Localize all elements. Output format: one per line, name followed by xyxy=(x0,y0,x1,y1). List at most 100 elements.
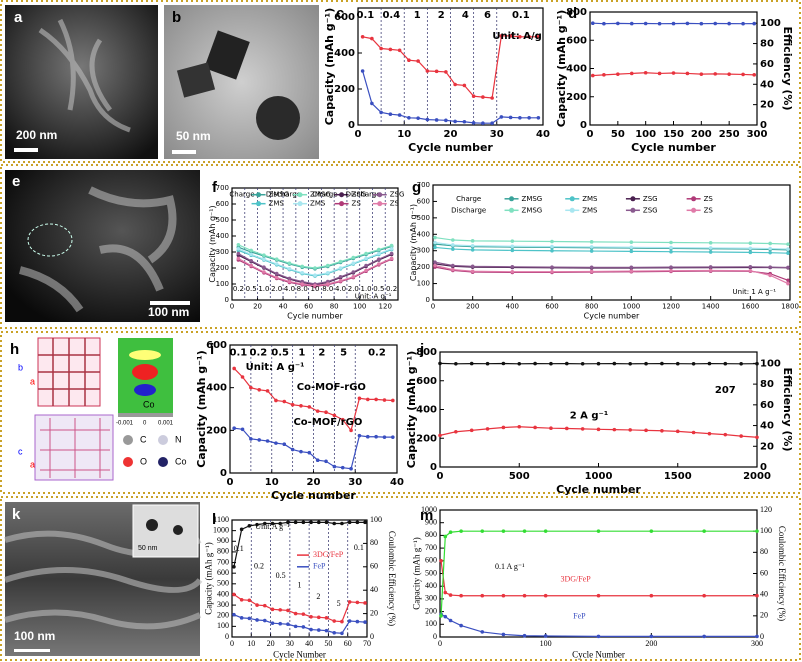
data-point xyxy=(451,263,455,268)
data-point xyxy=(713,21,718,26)
legend-label: ZMSG xyxy=(522,206,543,214)
data-point xyxy=(480,529,485,533)
data-point xyxy=(332,619,337,623)
data-point xyxy=(596,427,601,432)
data-point xyxy=(589,265,594,270)
data-point xyxy=(451,238,455,242)
x-axis-label: Cycle number xyxy=(631,141,716,154)
y-tick-label: 200 xyxy=(206,425,227,436)
annotation: 2.0 xyxy=(348,285,359,293)
legend-group: Charge xyxy=(312,191,337,199)
data-point xyxy=(596,593,601,598)
y-tick-label: 300 xyxy=(216,248,229,256)
data-point xyxy=(249,263,253,268)
data-point xyxy=(232,426,236,431)
scale-bar xyxy=(150,301,190,305)
particle xyxy=(256,96,300,140)
x-tick-label: 1400 xyxy=(702,302,720,310)
data-point xyxy=(508,34,513,38)
x-tick-label: 100 xyxy=(353,302,366,310)
y2-tick-label: 60 xyxy=(370,562,378,571)
data-point xyxy=(377,251,381,256)
data-point xyxy=(307,405,312,409)
data-point xyxy=(262,603,267,608)
annotation: 0.1 xyxy=(512,10,530,21)
data-point xyxy=(739,434,743,438)
y-tick-label: 500 xyxy=(417,214,430,222)
data-point xyxy=(377,257,381,262)
data-point xyxy=(299,449,303,454)
data-point xyxy=(707,431,712,436)
annotation: 1.0 xyxy=(361,285,372,293)
plot-frame xyxy=(439,509,758,638)
annotation: 2 xyxy=(438,10,445,21)
data-point xyxy=(325,263,330,268)
data-point xyxy=(550,244,554,249)
data-point xyxy=(433,263,437,268)
y2-tick-label: 60 xyxy=(760,568,768,577)
annotation: 0.1 xyxy=(354,543,364,552)
data-point xyxy=(232,592,236,597)
data-point xyxy=(433,235,437,240)
data-point xyxy=(232,366,236,371)
x-tick-label: 0 xyxy=(230,639,234,648)
data-point xyxy=(239,597,244,602)
y-tick-label: 600 xyxy=(216,200,229,208)
chart-i: i 0 200 400 600 0 10 20 30 40 Cycle number Capacity… xyxy=(195,340,404,502)
data-point xyxy=(536,35,541,39)
y2-tick-label: 100 xyxy=(760,18,781,29)
data-point xyxy=(338,275,343,279)
data-point xyxy=(755,529,759,533)
data-point xyxy=(293,611,298,616)
plot-frame xyxy=(589,11,758,126)
x-tick-label: 300 xyxy=(747,129,768,140)
y2-axis-label: Coulombic Efficiency (%) xyxy=(387,531,397,626)
y2-tick-label: 20 xyxy=(760,611,768,620)
y-tick-label: 500 xyxy=(217,579,229,588)
data-point xyxy=(340,521,344,526)
data-point xyxy=(301,625,306,629)
data-point xyxy=(454,362,458,366)
data-point xyxy=(649,634,654,639)
annotation: 6 xyxy=(484,10,491,21)
annotation: 8.0 xyxy=(322,285,333,293)
data-point xyxy=(315,409,320,413)
y-tick-label: 0 xyxy=(433,632,437,641)
data-point xyxy=(748,265,753,269)
data-point xyxy=(629,245,634,250)
atom-label: O xyxy=(140,456,147,466)
x-tick-label: 30 xyxy=(286,639,294,648)
data-point xyxy=(397,48,402,53)
y-tick-label: 400 xyxy=(417,230,430,238)
data-point xyxy=(370,36,374,41)
data-point xyxy=(290,402,295,407)
data-point xyxy=(416,116,420,120)
y-axis-label: Capacity (mAh g⁻¹) xyxy=(409,204,418,281)
y-tick-label: 800 xyxy=(566,7,587,18)
data-point xyxy=(518,116,522,120)
data-point xyxy=(669,265,673,269)
data-point xyxy=(282,442,287,447)
data-point xyxy=(550,239,554,244)
data-point xyxy=(470,264,475,269)
data-point xyxy=(589,249,594,253)
data-point xyxy=(462,83,467,88)
data-point xyxy=(347,520,352,525)
data-point xyxy=(439,614,443,618)
y-tick-label: 200 xyxy=(417,263,430,271)
series-line xyxy=(434,266,789,281)
y-axis-label: Capacity (mAh g⁻¹) xyxy=(204,542,214,614)
data-point xyxy=(247,616,252,621)
y2-axis-label: Coulombic Efficiency (%) xyxy=(777,526,787,621)
data-point xyxy=(349,428,353,433)
particle xyxy=(146,519,158,531)
data-point xyxy=(565,426,569,431)
data-point xyxy=(286,520,290,525)
data-point xyxy=(702,634,706,639)
series-label: FeP xyxy=(573,612,586,621)
y2-tick-label: 0 xyxy=(760,120,767,131)
data-point xyxy=(240,427,245,432)
annotation: 4.0 xyxy=(284,285,295,293)
data-point xyxy=(768,246,772,251)
data-point xyxy=(448,618,453,623)
